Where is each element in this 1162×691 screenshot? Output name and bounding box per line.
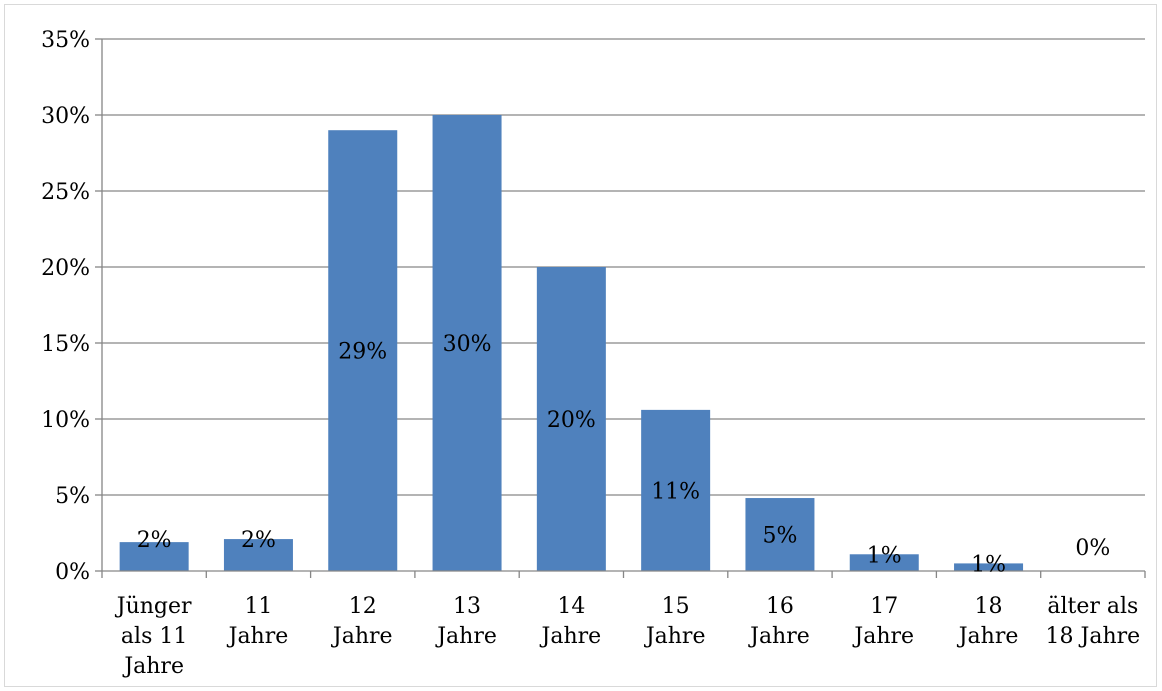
- axes: [95, 38, 1146, 578]
- data-label: 11%: [651, 479, 700, 504]
- y-tick-labels: 0% 5% 10% 15% 20% 25% 30% 35%: [41, 28, 90, 585]
- bar: [849, 554, 919, 571]
- x-tick-label: 18 Jahre: [1046, 624, 1141, 649]
- data-label: 20%: [547, 408, 596, 433]
- x-tick-label: 11: [244, 594, 272, 619]
- bar: [536, 267, 606, 571]
- x-tick-label: Jahre: [331, 624, 393, 649]
- bar: [432, 115, 502, 571]
- data-label: 1%: [971, 552, 1006, 577]
- y-tick-label: 5%: [55, 484, 90, 509]
- x-tick-label: Jahre: [540, 624, 602, 649]
- y-tick-label: 20%: [41, 256, 90, 281]
- x-tick-label: Jahre: [122, 654, 184, 679]
- x-tick-label: Jahre: [957, 624, 1019, 649]
- data-label: 5%: [762, 524, 797, 549]
- bar: [119, 542, 189, 571]
- y-tick-label: 25%: [41, 180, 90, 205]
- x-tick-label: 13: [453, 594, 481, 619]
- y-tick-label: 0%: [55, 560, 90, 585]
- y-tick-label: 10%: [41, 408, 90, 433]
- x-tick-label: Jahre: [227, 624, 289, 649]
- data-label: 0%: [1075, 536, 1110, 561]
- x-tick-labels: Jünger als 11 Jahre 11 Jahre 12 Jahre 13 Jahre 14…: [115, 594, 1140, 679]
- bars: [119, 115, 1024, 571]
- x-tick-label: 12: [349, 594, 377, 619]
- x-tick-label: Jünger: [115, 594, 192, 619]
- data-label: 2%: [241, 528, 276, 553]
- x-tick-label: 18: [975, 594, 1003, 619]
- data-labels: 2% 2% 29% 30% 20% 11% 5% 1% 1% 0%: [137, 332, 1111, 577]
- x-tick-label: Jahre: [644, 624, 706, 649]
- x-tick-label: Jahre: [435, 624, 497, 649]
- bar: [641, 409, 711, 571]
- data-label: 1%: [867, 543, 902, 568]
- x-tick-label: 15: [662, 594, 690, 619]
- x-tick-label: Jahre: [852, 624, 914, 649]
- x-tick-label: Jahre: [748, 624, 810, 649]
- x-tick-label: 17: [870, 594, 898, 619]
- gridlines: [102, 38, 1145, 496]
- y-tick-label: 30%: [41, 104, 90, 129]
- bar: [954, 563, 1024, 571]
- bar: [223, 539, 293, 571]
- x-tick-label: älter als: [1047, 594, 1138, 619]
- data-label: 29%: [338, 340, 387, 365]
- y-tick-label: 15%: [41, 332, 90, 357]
- x-tick-label: 14: [557, 594, 585, 619]
- y-tick-label: 35%: [41, 28, 90, 53]
- bar: [328, 130, 398, 571]
- data-label: 30%: [443, 332, 492, 357]
- data-label: 2%: [137, 528, 172, 553]
- bar: [745, 498, 815, 571]
- x-tick-label: als 11: [121, 624, 187, 649]
- x-tick-label: 16: [766, 594, 794, 619]
